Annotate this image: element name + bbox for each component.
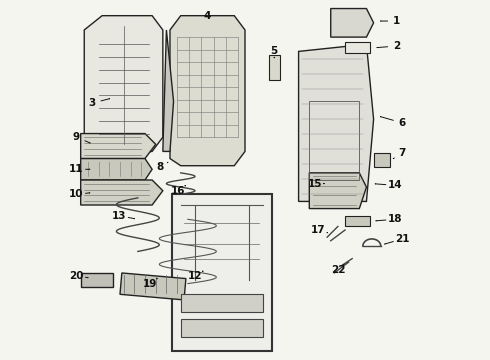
Text: 12: 12	[188, 271, 202, 282]
Text: 2: 2	[393, 41, 400, 51]
Text: 8: 8	[157, 162, 164, 172]
Text: 15: 15	[307, 179, 322, 189]
Polygon shape	[309, 173, 367, 208]
Bar	[345, 216, 370, 226]
Text: 14: 14	[388, 180, 402, 190]
Polygon shape	[81, 158, 152, 180]
Bar	[269, 55, 280, 80]
Bar	[81, 273, 113, 287]
Text: 11: 11	[69, 164, 84, 174]
Polygon shape	[298, 44, 373, 202]
Bar	[172, 194, 272, 351]
Text: 18: 18	[388, 214, 402, 224]
Text: 9: 9	[73, 132, 80, 142]
Polygon shape	[331, 9, 373, 37]
Text: 3: 3	[89, 98, 96, 108]
Bar	[373, 153, 390, 167]
Text: 20: 20	[69, 271, 84, 281]
Bar	[120, 273, 186, 300]
Text: 16: 16	[171, 186, 185, 197]
Text: 22: 22	[331, 265, 345, 275]
Text: 21: 21	[395, 234, 410, 244]
Text: 19: 19	[143, 279, 157, 289]
Bar	[181, 319, 263, 337]
Bar	[309, 102, 359, 180]
Polygon shape	[81, 134, 156, 158]
Polygon shape	[81, 180, 163, 205]
Text: 17: 17	[311, 225, 325, 235]
Text: 5: 5	[270, 46, 278, 57]
Polygon shape	[170, 16, 245, 166]
Polygon shape	[163, 30, 173, 152]
Bar	[181, 294, 263, 312]
Text: 13: 13	[112, 211, 126, 221]
Polygon shape	[84, 16, 163, 158]
Text: 10: 10	[69, 189, 84, 199]
Text: 7: 7	[398, 148, 406, 158]
Text: 4: 4	[204, 12, 211, 21]
Text: 1: 1	[393, 16, 400, 26]
Text: 6: 6	[398, 118, 406, 128]
Bar	[345, 42, 370, 53]
